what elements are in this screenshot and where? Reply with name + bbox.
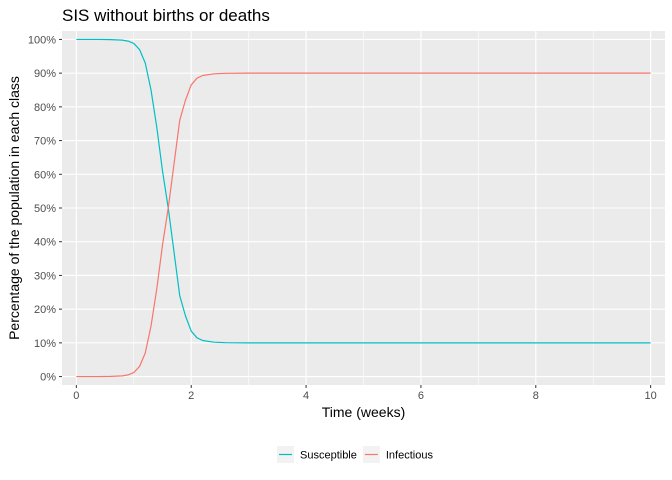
series-layer — [76, 38, 651, 378]
x-tick-label: 6 — [418, 390, 424, 402]
x-tick-label: 2 — [188, 390, 194, 402]
y-tick-label: 60% — [34, 169, 56, 181]
x-tick-label: 4 — [303, 390, 309, 402]
x-tick-label: 10 — [645, 390, 657, 402]
legend: Susceptible Infectious — [277, 446, 433, 463]
series-line-susceptible — [76, 38, 651, 344]
y-axis: 0% 10% 20% 30% 40% 50% 60% 70% 80% 90% 100% — [28, 34, 62, 384]
y-tick-label: 0% — [40, 372, 56, 384]
y-tick-label: 70% — [34, 136, 56, 148]
y-tick-label: 20% — [34, 304, 56, 316]
y-tick-label: 50% — [34, 203, 56, 215]
y-tick-label: 30% — [34, 270, 56, 282]
y-tick-label: 90% — [34, 68, 56, 80]
chart-title: SIS without births or deaths — [62, 6, 270, 25]
legend-label-infectious: Infectious — [386, 450, 434, 462]
y-axis-title: Percentage of the population in each cla… — [6, 76, 22, 340]
x-tick-label: 0 — [73, 390, 79, 402]
x-axis: 0 2 4 6 8 10 — [73, 385, 657, 402]
y-tick-label: 100% — [28, 34, 56, 46]
y-tick-label: 80% — [34, 102, 56, 114]
y-tick-label: 40% — [34, 237, 56, 249]
x-tick-label: 8 — [533, 390, 539, 402]
x-axis-title: Time (weeks) — [322, 404, 406, 420]
legend-label-susceptible: Susceptible — [300, 450, 357, 462]
y-tick-label: 10% — [34, 338, 56, 350]
series-line-infectious — [76, 72, 651, 378]
